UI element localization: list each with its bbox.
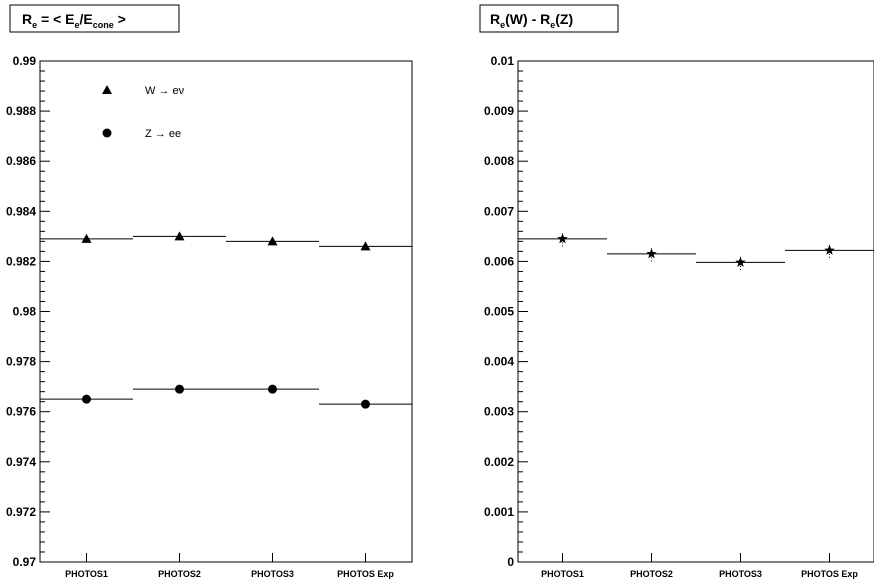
- left-x-category-label: PHOTOS2: [158, 569, 201, 579]
- right-y-tick-label: 0.001: [484, 505, 514, 519]
- left-series-1-circle-marker: [82, 394, 91, 404]
- left-series-0-triangle-marker: [267, 236, 278, 246]
- left-series-1-circle-marker: [361, 399, 370, 409]
- right-y-tick-label: 0.003: [484, 405, 514, 419]
- right-y-tick-label: 0.006: [484, 254, 514, 268]
- right-y-tick-label: 0.01: [491, 54, 515, 68]
- left-y-tick-label: 0.99: [13, 54, 37, 68]
- right-series-0-star-marker: [824, 244, 835, 255]
- right-y-tick-label: 0.009: [484, 104, 514, 118]
- left-series-0-triangle-marker: [174, 231, 185, 241]
- right-x-category-label: PHOTOS3: [719, 569, 762, 579]
- left-series-0-triangle-marker: [81, 233, 92, 243]
- left-title-text: Re = < Ee/Econe >: [22, 11, 126, 30]
- left-series-0-triangle-marker: [360, 241, 371, 251]
- left-title: Re = < Ee/Econe >: [9, 4, 180, 33]
- left-y-tick-label: 0.982: [6, 254, 36, 268]
- left-x-category-label: PHOTOS Exp: [337, 569, 394, 579]
- left-y-tick-label: 0.972: [6, 505, 36, 519]
- left-x-category-label: PHOTOS1: [65, 569, 108, 579]
- right-x-category-label: PHOTOS2: [630, 569, 673, 579]
- left-y-tick-label: 0.97: [13, 555, 37, 569]
- right-y-tick-label: 0.004: [484, 355, 514, 369]
- right-y-tick-label: 0.007: [484, 204, 514, 218]
- left-y-tick-label: 0.98: [13, 305, 37, 319]
- right-y-tick-label: 0.005: [484, 305, 514, 319]
- left-plot-frame: [39, 60, 413, 563]
- right-title: Re(W) - Re(Z): [479, 4, 619, 33]
- left-plot-panel: 0.97 0.972 0.974 0.976 0.978 0.98 0.982 0.984 0.…: [6, 54, 413, 579]
- right-y-tick-label: 0.002: [484, 455, 514, 469]
- left-legend-label: Z → ee: [145, 128, 181, 140]
- left-y-tick-label: 0.976: [6, 405, 36, 419]
- right-series-0-star-marker: [735, 256, 746, 267]
- left-legend-circle-marker: [102, 128, 112, 138]
- left-legend-triangle-marker: [102, 85, 112, 94]
- left-y-tick-label: 0.984: [6, 204, 36, 218]
- left-y-tick-label: 0.986: [6, 154, 36, 168]
- right-title-box: [479, 4, 619, 33]
- left-y-tick-label: 0.988: [6, 104, 36, 118]
- left-legend-label: W → eν: [145, 85, 185, 97]
- left-y-tick-label: 0.978: [6, 355, 36, 369]
- right-x-category-label: PHOTOS Exp: [801, 569, 858, 579]
- right-series-0-star-marker: [557, 233, 568, 244]
- left-x-category-label: PHOTOS3: [251, 569, 294, 579]
- right-x-category-label: PHOTOS1: [541, 569, 584, 579]
- right-y-tick-label: 0.008: [484, 154, 514, 168]
- left-title-box: [9, 4, 180, 33]
- right-plot-panel: 0 0.001 0.002 0.003 0.004 0.005 0.006 0.007 0.00…: [484, 54, 874, 579]
- right-series-0-star-marker: [646, 248, 657, 259]
- left-y-tick-label: 0.974: [6, 455, 36, 469]
- right-title-text: Re(W) - Re(Z): [490, 11, 573, 30]
- right-y-tick-label: 0: [507, 555, 514, 569]
- left-series-1-circle-marker: [175, 384, 184, 394]
- right-plot-frame: [517, 60, 874, 563]
- left-series-1-circle-marker: [268, 384, 277, 394]
